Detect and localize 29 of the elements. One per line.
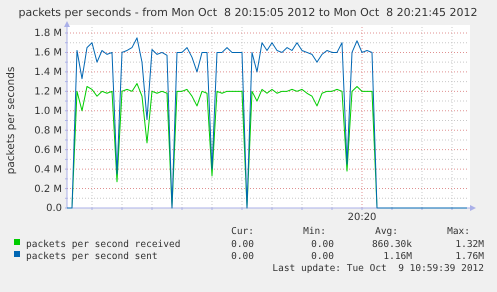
y-tick-label: 1.8 M bbox=[34, 28, 62, 40]
legend-label: packets per second sent bbox=[26, 251, 158, 262]
text: Max: bbox=[447, 226, 470, 237]
text: Min: bbox=[303, 226, 326, 237]
text: 1.32M bbox=[455, 239, 484, 250]
text: 0.00 bbox=[231, 251, 254, 262]
y-tick-label: 1.2 M bbox=[34, 86, 62, 98]
y-tick-label: 0.2 M bbox=[34, 184, 62, 195]
x-tick-label: 20:20 bbox=[348, 212, 376, 224]
y-tick-label: 0.6 M bbox=[34, 144, 62, 156]
y-tick-label: 1.6 M bbox=[34, 48, 62, 59]
y-tick-label: 0.4 M bbox=[34, 164, 62, 176]
legend-label: packets per second received bbox=[26, 239, 180, 250]
text: 0.00 bbox=[311, 239, 334, 250]
y-axis-title: packets per seconds bbox=[5, 66, 17, 174]
text: 1.16M bbox=[383, 251, 412, 262]
text: Avg: bbox=[375, 226, 398, 237]
chart-title: packets per seconds - from Mon Oct 8 20:15:05 2012 to Mon Oct 8 20:21:45 2012 bbox=[18, 6, 478, 19]
y-tick-label: 1.4 M bbox=[34, 67, 62, 78]
text: 0.00 bbox=[311, 251, 334, 262]
y-tick-label: 0.0 bbox=[46, 203, 62, 214]
text: 860.30k bbox=[372, 239, 412, 250]
y-tick-label: 0.8 M bbox=[34, 125, 62, 136]
y-tick-label: 1.0 M bbox=[34, 106, 62, 117]
text: 0.00 bbox=[231, 239, 254, 250]
text: Cur: bbox=[231, 226, 254, 237]
text: 1.76M bbox=[455, 251, 484, 262]
line-series bbox=[66, 37, 468, 208]
text: Last update: Tue Oct 9 10:59:39 2012 bbox=[272, 263, 484, 274]
